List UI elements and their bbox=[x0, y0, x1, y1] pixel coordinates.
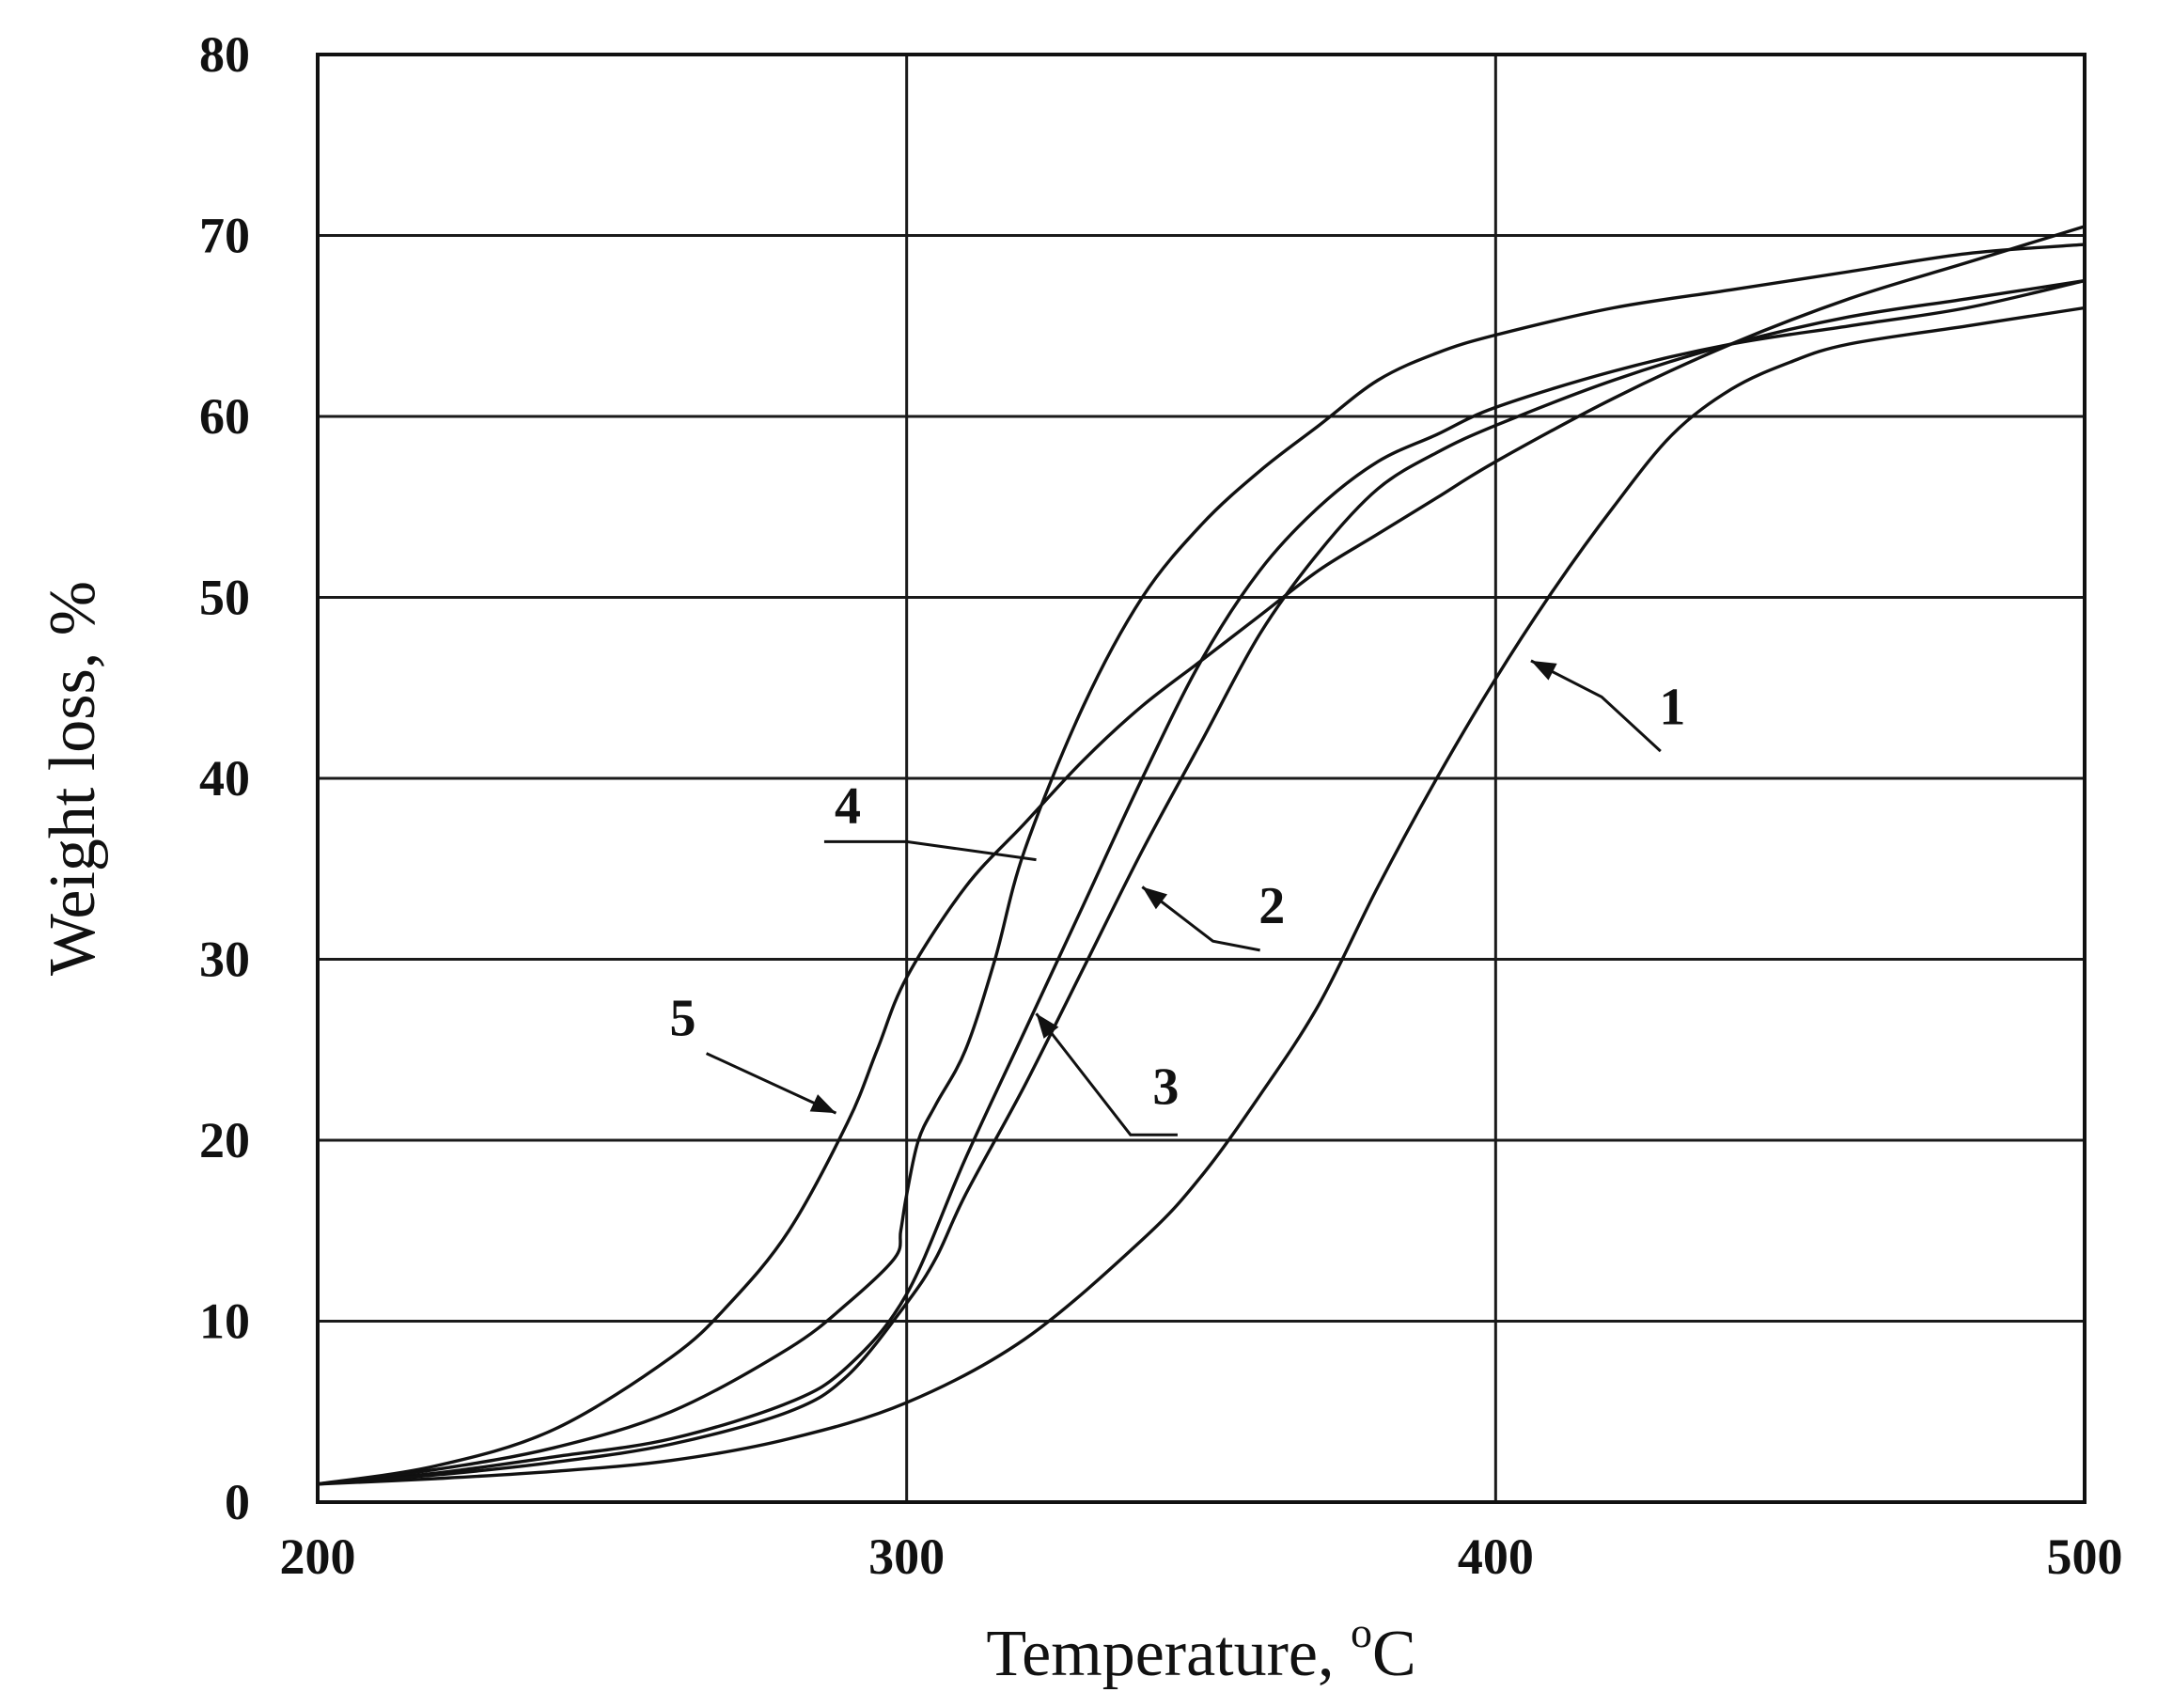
x-axis-title-degree: o bbox=[1351, 1608, 1372, 1656]
series-label-5: 5 bbox=[670, 989, 696, 1047]
series-label-4: 4 bbox=[835, 777, 861, 836]
y-tick-label-80: 80 bbox=[199, 26, 250, 83]
arrow-head-1 bbox=[1530, 660, 1557, 681]
x-tick-label-500: 500 bbox=[2047, 1528, 2123, 1585]
y-tick-label-60: 60 bbox=[199, 388, 250, 445]
leader-line-4 bbox=[823, 839, 1037, 862]
y-tick-label-50: 50 bbox=[199, 570, 250, 626]
series-line-3 bbox=[316, 278, 2087, 1486]
arrow-head-2 bbox=[1142, 886, 1168, 910]
y-tick-label-0: 0 bbox=[225, 1474, 250, 1530]
y-axis-title: Weight loss, % bbox=[37, 581, 109, 976]
leader-line-1 bbox=[1530, 659, 1662, 753]
arrow-head-5 bbox=[809, 1094, 836, 1114]
series-line-5 bbox=[316, 225, 2087, 1486]
arrow-head-3 bbox=[1036, 1013, 1059, 1039]
x-axis-title: Temperature, oC bbox=[986, 1608, 1415, 1690]
series-label-2: 2 bbox=[1258, 877, 1285, 935]
x-tick-label-400: 400 bbox=[1458, 1528, 1534, 1585]
series-line-1 bbox=[316, 306, 2087, 1486]
leader-line-3 bbox=[1035, 1012, 1178, 1136]
leader-line-2 bbox=[1141, 885, 1260, 952]
x-tick-label-200: 200 bbox=[280, 1528, 356, 1585]
y-tick-label-70: 70 bbox=[199, 208, 250, 264]
tick-labels: 0 10 20 30 40 50 60 70 80 200 300 400 500 bbox=[199, 26, 2123, 1585]
plot-frame bbox=[316, 53, 2087, 1504]
series-label-1: 1 bbox=[1659, 678, 1685, 736]
x-axis-title-unit: C bbox=[1372, 1618, 1416, 1690]
series-line-4 bbox=[316, 243, 2087, 1486]
y-tick-label-10: 10 bbox=[199, 1293, 250, 1350]
x-tick-label-300: 300 bbox=[868, 1528, 945, 1585]
series-layer bbox=[316, 225, 2087, 1486]
x-axis-title-text: Temperature, bbox=[986, 1618, 1351, 1690]
series-label-3: 3 bbox=[1152, 1058, 1179, 1117]
y-tick-label-30: 30 bbox=[199, 932, 250, 988]
y-tick-label-20: 20 bbox=[199, 1112, 250, 1168]
y-tick-label-40: 40 bbox=[199, 750, 250, 807]
grid-layer bbox=[318, 55, 2085, 1502]
series-annotations: 1 2 3 4 5 bbox=[670, 659, 1685, 1136]
series-line-2 bbox=[316, 278, 2087, 1486]
